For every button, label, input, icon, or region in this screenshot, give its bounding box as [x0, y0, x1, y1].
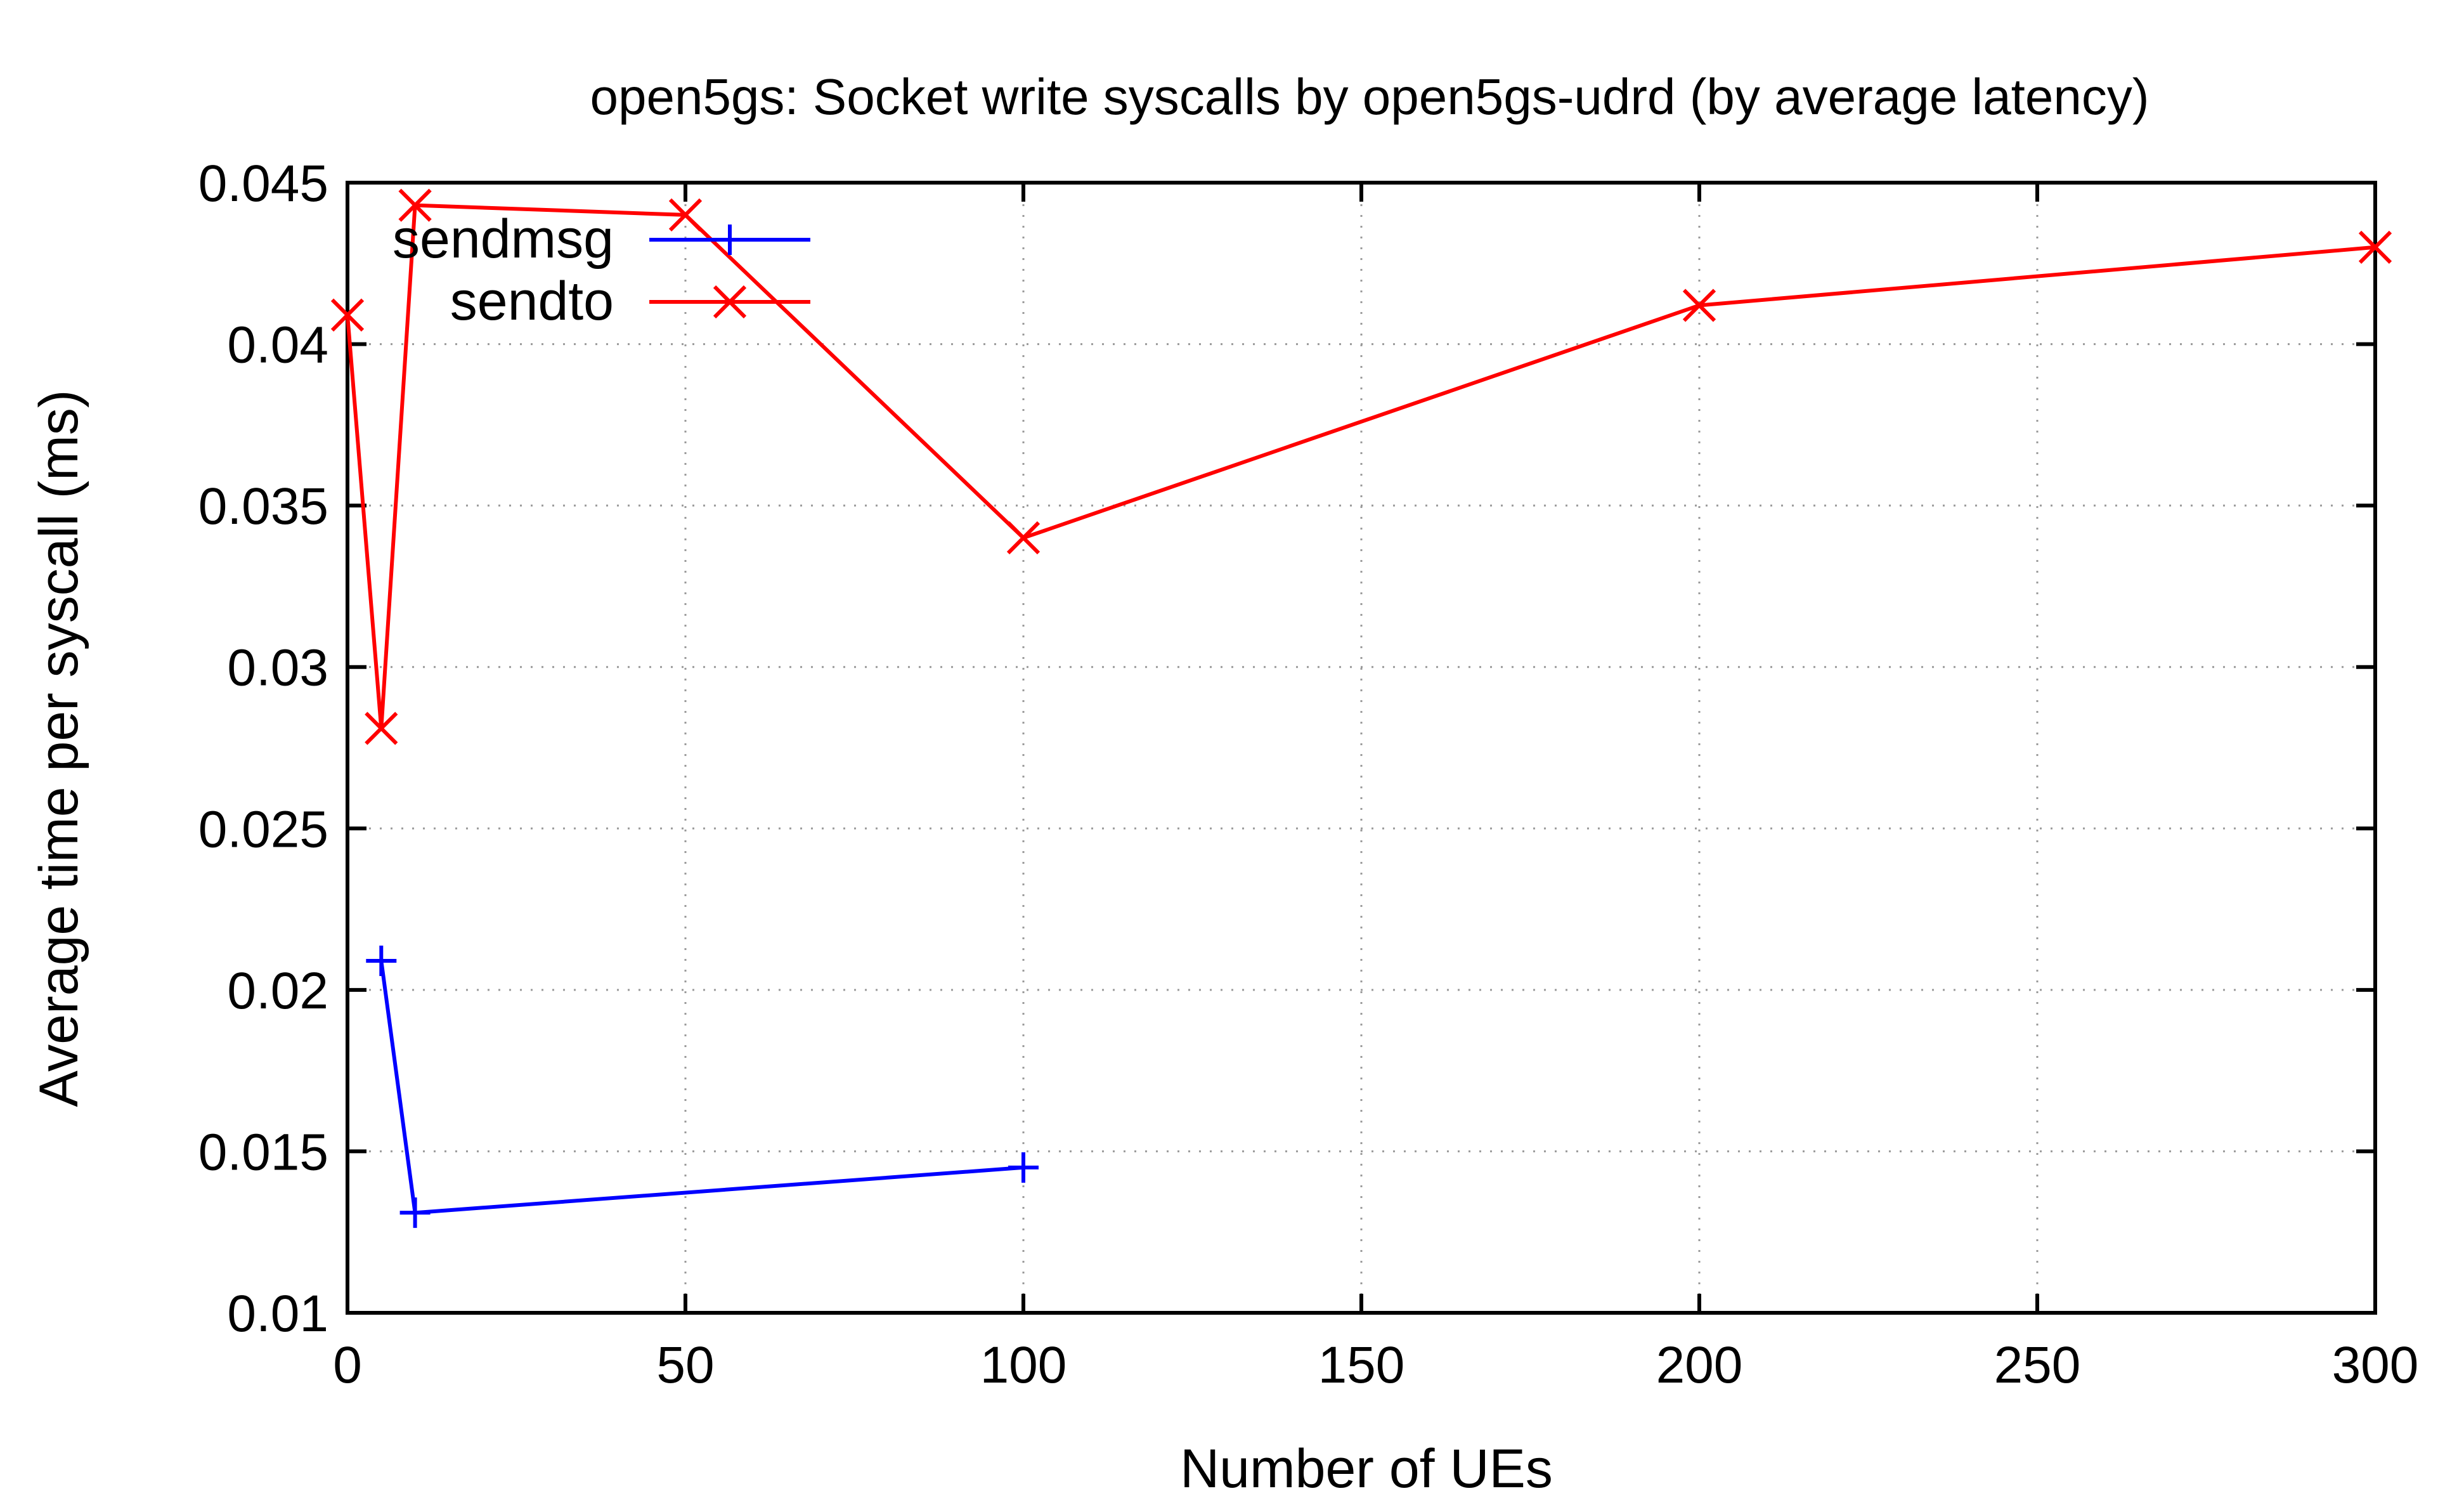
legend-item-sendto: sendto	[450, 271, 810, 332]
data-point-sendto	[1006, 521, 1041, 555]
series-sendmsg	[366, 946, 1039, 1228]
y-tick-label: 0.03	[227, 639, 328, 697]
legend-label-sendto: sendto	[450, 271, 614, 332]
data-point-sendto	[668, 198, 703, 232]
y-tick-label: 0.035	[198, 478, 328, 535]
x-tick-label: 300	[2332, 1336, 2419, 1394]
data-point-sendto	[330, 298, 365, 332]
axis-ticks	[346, 181, 2377, 1315]
chart-title: open5gs: Socket write syscalls by open5g…	[590, 68, 2149, 125]
x-tick-label: 0	[333, 1336, 362, 1394]
x-tick-labels: 0 50 100 150 200 250 300	[333, 1336, 2418, 1394]
legend-marker-sendto	[713, 285, 747, 319]
series-line-sendmsg	[379, 960, 1024, 1215]
data-point-sendmsg	[1008, 1152, 1039, 1183]
data-point-sendto	[365, 712, 398, 745]
y-tick-label: 0.025	[198, 800, 328, 858]
y-tick-label: 0.045	[198, 155, 328, 212]
legend-marker-sendmsg	[715, 225, 745, 255]
series-layer	[330, 188, 2392, 1228]
x-tick-label: 150	[1318, 1336, 1405, 1394]
x-tick-label: 100	[980, 1336, 1067, 1394]
data-point-sendmsg	[399, 1197, 431, 1228]
data-point-sendmsg	[366, 946, 397, 977]
data-point-sendto	[1682, 289, 1716, 322]
x-axis-label: Number of UEs	[1180, 1438, 1553, 1498]
legend-item-sendmsg: sendmsg	[392, 209, 810, 270]
y-tick-labels: 0.01 0.015 0.02 0.025 0.03 0.035 0.04 0.045	[198, 155, 328, 1343]
series-line-sendto	[346, 203, 2376, 731]
x-tick-label: 250	[1994, 1336, 2081, 1394]
y-tick-label: 0.015	[198, 1123, 328, 1181]
y-tick-label: 0.04	[227, 316, 328, 374]
data-point-sendto	[398, 188, 432, 222]
gridlines	[347, 183, 2375, 1313]
data-point-sendto	[2358, 230, 2392, 264]
y-axis-label: Average time per syscall (ms)	[29, 389, 89, 1107]
legend-label-sendmsg: sendmsg	[392, 209, 614, 270]
y-tick-label: 0.01	[227, 1285, 328, 1343]
x-tick-label: 50	[656, 1336, 714, 1394]
series-sendto	[330, 188, 2392, 745]
x-tick-label: 200	[1656, 1336, 1743, 1394]
y-tick-label: 0.02	[227, 962, 328, 1020]
